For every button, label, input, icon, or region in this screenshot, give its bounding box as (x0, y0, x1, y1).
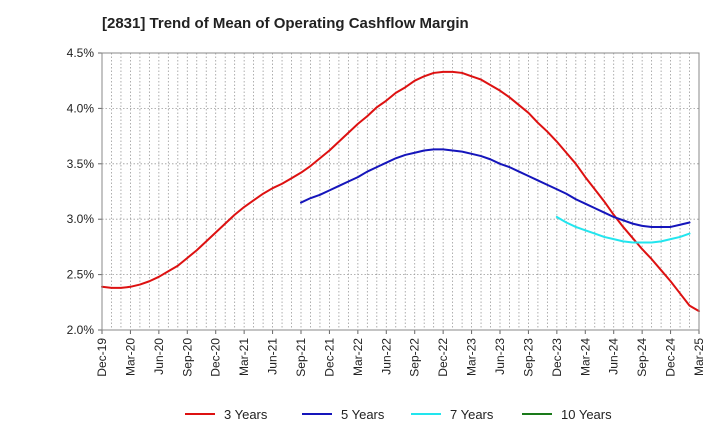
x-tick-label: Jun-23 (493, 338, 507, 375)
x-tick-label: Jun-24 (607, 338, 621, 375)
x-tick-label: Mar-22 (351, 338, 365, 376)
series-line-7-years (555, 215, 691, 244)
x-tick-label: Dec-24 (664, 338, 678, 377)
legend: 3 Years 5 Years 7 Years 10 Years (185, 407, 612, 422)
x-tick-label: Sep-24 (635, 338, 649, 377)
chart-title: [2831] Trend of Mean of Operating Cashfl… (102, 15, 469, 32)
x-tick-label: Mar-24 (578, 338, 592, 376)
grid (102, 53, 699, 330)
x-tick-label: Dec-20 (209, 338, 223, 377)
x-tick-label: Jun-22 (379, 338, 393, 375)
y-tick-label: 4.5% (67, 46, 95, 60)
legend-label: 5 Years (341, 407, 385, 422)
y-tick-label: 3.5% (67, 157, 95, 171)
y-tick-label: 2.0% (67, 323, 95, 337)
x-tick-label: Mar-23 (465, 338, 479, 376)
legend-label: 7 Years (450, 407, 494, 422)
x-tick-label: Mar-21 (237, 338, 251, 376)
x-tick-label: Dec-21 (322, 338, 336, 377)
x-tick-label: Sep-23 (521, 338, 535, 377)
x-tick-label: Jun-20 (152, 338, 166, 375)
series-line-3-years (101, 70, 700, 313)
series-line-5-years (300, 148, 691, 228)
axes: 2.0% 2.5% 3.0% 3.5% 4.0% 4.5% Dec-19 Mar-20 Jun-… (67, 46, 706, 377)
x-tick-label: Sep-21 (294, 338, 308, 377)
y-tick-label: 3.0% (67, 212, 95, 226)
legend-label: 3 Years (224, 407, 268, 422)
series-lines (101, 70, 700, 313)
x-tick-label: Dec-23 (550, 338, 564, 377)
y-tick-label: 2.5% (67, 268, 95, 282)
plot-area (102, 53, 699, 330)
x-tick-label: Sep-20 (180, 338, 194, 377)
x-tick-label: Mar-20 (123, 338, 137, 376)
x-tick-label: Dec-22 (436, 338, 450, 377)
x-tick-label: Mar-25 (692, 338, 706, 376)
plot-border (101, 52, 700, 331)
legend-label: 10 Years (561, 407, 612, 422)
y-tick-label: 4.0% (67, 101, 95, 115)
x-tick-label: Sep-22 (408, 338, 422, 377)
x-tick-label: Jun-21 (266, 338, 280, 375)
x-tick-label: Dec-19 (95, 338, 109, 377)
